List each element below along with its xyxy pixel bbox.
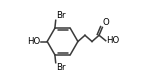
- Text: HO: HO: [106, 36, 119, 45]
- Text: Br: Br: [56, 63, 66, 72]
- Text: Br: Br: [56, 11, 66, 20]
- Text: O: O: [103, 18, 110, 27]
- Text: HO: HO: [27, 37, 40, 46]
